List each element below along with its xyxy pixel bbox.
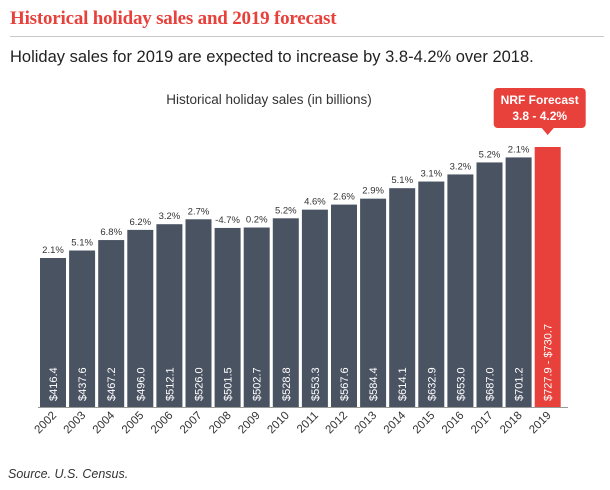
year-tick-label: 2018 (498, 410, 525, 437)
growth-label: 5.2% (479, 149, 501, 160)
bar (272, 218, 299, 407)
bar-value-label: $416.4 (48, 367, 60, 401)
bar (505, 157, 532, 407)
year-tick-label: 2008 (207, 410, 234, 437)
bar-value-label: $501.5 (223, 367, 235, 401)
growth-label: 2.9% (362, 186, 384, 197)
growth-label: 2.1% (508, 144, 530, 155)
bar-value-label: $502.7 (252, 367, 264, 401)
growth-label: 3.2% (159, 211, 181, 222)
bar-value-label: $567.6 (339, 367, 351, 401)
growth-label: 6.2% (129, 217, 151, 228)
growth-label: 2.7% (188, 206, 210, 217)
growth-label: 2.1% (42, 245, 64, 256)
bar-value-label: $614.1 (397, 367, 409, 401)
year-tick-label: 2009 (236, 410, 263, 437)
bar (214, 227, 241, 407)
year-tick-label: 2012 (324, 410, 351, 437)
year-tick-label: 2013 (353, 410, 380, 437)
forecast-badge-box (493, 88, 586, 128)
year-tick-label: 2006 (149, 410, 176, 437)
growth-label: 5.1% (71, 238, 93, 249)
bar (331, 204, 357, 407)
bar-value-label: $727.9 - $730.7 (543, 324, 555, 401)
year-tick-label: 2011 (295, 410, 321, 436)
bar-group: $416.4 2.1% $437.6 5.1% $467.2 6.8% $496.0 6.2%… (40, 144, 561, 407)
chart-title: Historical holiday sales (in billions) (166, 92, 372, 107)
bar (185, 219, 212, 407)
bar (156, 224, 183, 407)
bar (243, 227, 270, 407)
year-tick-label: 2010 (265, 410, 292, 437)
year-tick-label: 2005 (120, 410, 147, 437)
year-tick-label: 2002 (33, 410, 60, 437)
bar-value-label: $653.0 (455, 367, 467, 401)
forecast-badge: NRF Forecast 3.8 - 4.2% (493, 88, 586, 135)
year-tick-label: 2019 (527, 410, 554, 437)
bar-value-label: $512.1 (164, 367, 176, 401)
title-divider (10, 36, 604, 37)
growth-label: 5.2% (275, 205, 297, 216)
bar (476, 162, 503, 407)
bar-value-label: $526.0 (194, 367, 206, 401)
growth-label: 6.8% (100, 227, 122, 238)
growth-label: 0.2% (246, 215, 268, 226)
growth-label: 4.6% (304, 197, 326, 208)
year-tick-label: 2003 (62, 410, 89, 437)
bar (69, 250, 96, 407)
bar (301, 209, 328, 407)
year-tick-label: 2014 (382, 409, 409, 436)
forecast-badge-pointer (541, 128, 554, 135)
forecast-badge-range: 3.8 - 4.2% (512, 109, 567, 123)
source-note: Source. U.S. Census. (8, 467, 129, 481)
bar-value-label: $701.2 (514, 367, 526, 401)
year-tick-label: 2017 (469, 410, 496, 437)
forecast-badge-title: NRF Forecast (501, 93, 579, 107)
growth-label: 5.1% (391, 175, 413, 186)
growth-label: -4.7% (215, 215, 240, 226)
bar-value-label: $632.9 (426, 367, 438, 401)
bar (447, 174, 474, 407)
bar (40, 258, 66, 407)
bar-value-label: $467.2 (106, 367, 118, 401)
bar (418, 181, 445, 407)
x-axis: 2002 2003 2004 2005 2006 2007 2008 2009 2010 2011… (33, 407, 568, 437)
page-title: Historical holiday sales and 2019 foreca… (10, 8, 337, 29)
bar-value-label: $687.0 (485, 367, 497, 401)
growth-label: 3.2% (450, 161, 472, 172)
growth-label: 3.1% (420, 169, 442, 180)
year-tick-label: 2015 (411, 410, 438, 437)
year-tick-label: 2016 (440, 410, 467, 437)
bar-value-label: $437.6 (77, 367, 89, 401)
bar-value-label: $584.4 (368, 367, 380, 401)
bar-value-label: $496.0 (135, 367, 147, 401)
year-tick-label: 2004 (91, 409, 118, 436)
forecast-bar (534, 147, 561, 407)
bar (98, 240, 125, 407)
bar (389, 188, 416, 407)
bar (127, 229, 154, 407)
page-subtitle: Holiday sales for 2019 are expected to i… (10, 48, 534, 66)
bar-value-label: $553.3 (310, 367, 322, 401)
year-tick-label: 2007 (178, 410, 205, 437)
bar-value-label: $528.8 (281, 367, 293, 401)
bar (360, 198, 387, 407)
growth-label: 2.6% (333, 192, 355, 203)
